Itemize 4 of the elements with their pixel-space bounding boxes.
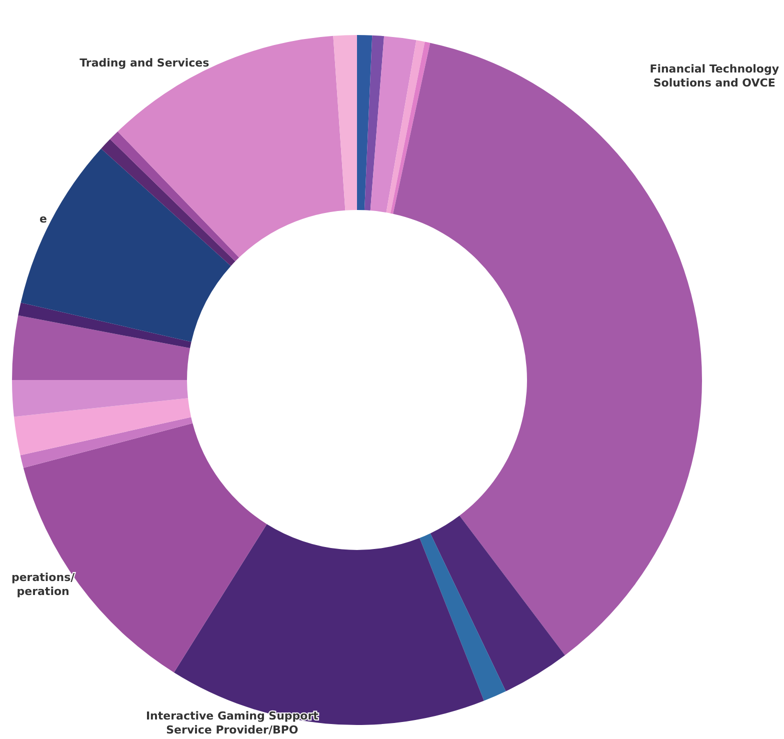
- slice-label: Financial Technology Solutions and OVCE: [650, 62, 780, 90]
- slice-label: perations/ peration: [11, 570, 76, 598]
- slice-label: Trading and Services: [80, 56, 210, 70]
- slice-label: e: [39, 212, 47, 226]
